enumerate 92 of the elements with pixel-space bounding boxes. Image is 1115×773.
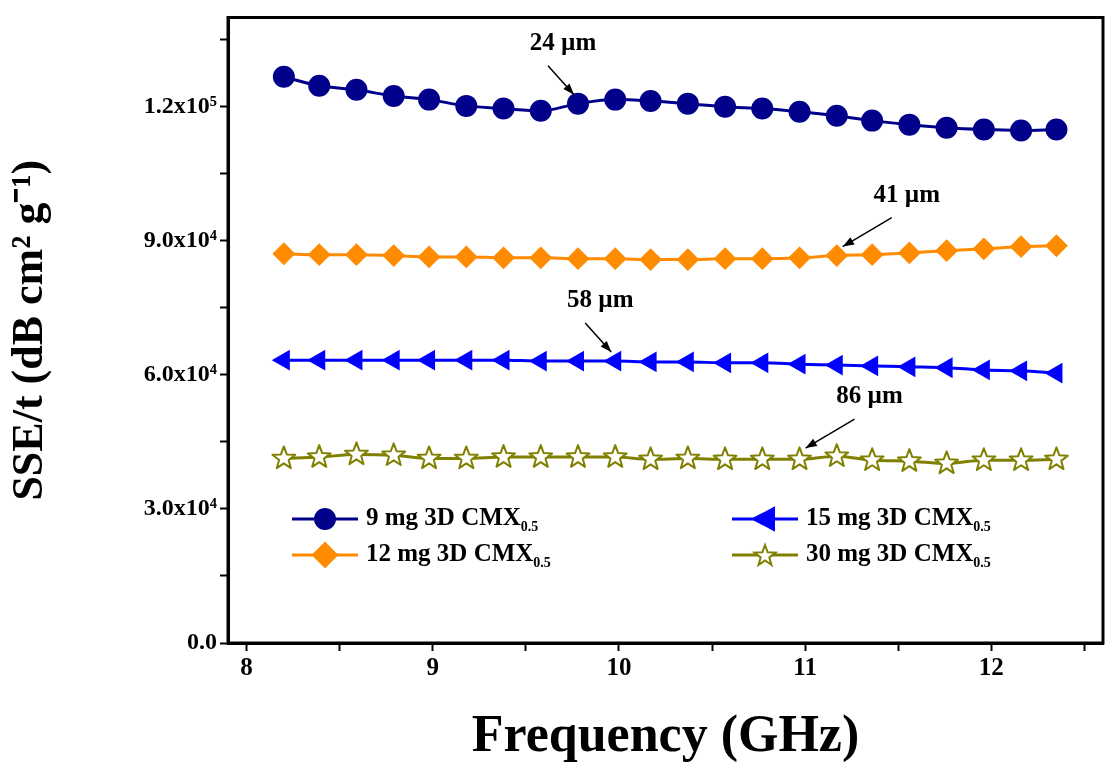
point: [1044, 446, 1069, 471]
x-tick-label: 12: [978, 653, 1004, 681]
point: [1045, 118, 1068, 141]
x-tick-label: 11: [793, 653, 817, 681]
point: [455, 94, 478, 117]
point: [639, 248, 662, 271]
point: [788, 246, 811, 269]
point: [565, 444, 591, 468]
point: [529, 246, 552, 269]
x-axis-title: Frequency (GHz): [471, 705, 860, 764]
legend-label: 9 mg 3D CMX$_{0.5}$: [366, 503, 539, 535]
point: [418, 88, 441, 111]
point: [971, 447, 997, 471]
point: [788, 100, 811, 123]
point: [751, 247, 774, 270]
point: [382, 244, 405, 267]
point: [638, 446, 664, 471]
x-tick-label: 10: [606, 653, 632, 681]
point: [639, 89, 662, 112]
point: [825, 355, 843, 375]
point: [751, 353, 769, 373]
point: [1010, 119, 1033, 142]
point: [344, 441, 369, 466]
point: [934, 450, 960, 475]
point: [1045, 234, 1068, 257]
annotation: 86 µm: [836, 381, 903, 409]
legend-label: 30 mg 3D CMX$_{0.5}$: [806, 539, 991, 571]
point: [676, 248, 699, 271]
point: [382, 85, 405, 108]
point: [528, 444, 554, 468]
point: [492, 97, 515, 120]
point: [308, 243, 331, 266]
point: [272, 242, 295, 265]
point: [604, 88, 627, 111]
legend-label: 12 mg 3D CMX$_{0.5}$: [366, 539, 551, 571]
y-tick-label: 3.0x10⁴: [143, 494, 217, 521]
point: [604, 351, 622, 371]
point: [749, 446, 775, 471]
point: [567, 92, 589, 115]
point: [1008, 447, 1034, 471]
point: [861, 243, 884, 266]
y-axis-title: SSE/t (dB cm² g⁻¹): [2, 159, 52, 501]
point: [676, 92, 699, 115]
point: [714, 95, 737, 118]
point: [416, 445, 442, 470]
point: [972, 118, 995, 141]
point: [604, 247, 627, 270]
x-tick-label: 9: [426, 653, 440, 681]
point: [529, 99, 552, 122]
point: [1010, 361, 1028, 381]
point: [714, 247, 737, 270]
point: [898, 113, 921, 136]
point: [824, 443, 850, 467]
point: [825, 244, 848, 267]
y-tick-label: 6.0x10⁴: [143, 360, 217, 387]
annotation: 41 µm: [873, 179, 941, 207]
point: [787, 446, 812, 471]
point: [825, 104, 848, 127]
point: [675, 445, 701, 470]
y-tick-label: 9.0x10⁴: [143, 226, 217, 253]
point: [896, 448, 922, 472]
point: [455, 245, 478, 268]
point: [898, 241, 921, 264]
annotation: 58 µm: [566, 284, 634, 312]
x-tick-label: 8: [240, 653, 253, 681]
point: [1010, 235, 1033, 258]
point: [567, 247, 589, 270]
point: [345, 78, 368, 101]
legend-label: 15 mg 3D CMX$_{0.5}$: [806, 503, 991, 535]
point: [272, 65, 295, 88]
point: [453, 445, 479, 470]
point: [345, 243, 368, 266]
point: [788, 354, 806, 374]
point: [492, 246, 515, 269]
point: [306, 444, 332, 468]
point: [491, 444, 516, 468]
point: [271, 445, 297, 470]
point: [381, 442, 407, 467]
point: [272, 350, 290, 370]
point: [418, 245, 441, 268]
point: [602, 444, 628, 468]
y-tick-label: 0.0: [187, 628, 217, 655]
y-tick-label: 1.2x10⁵: [143, 91, 217, 118]
point: [751, 97, 774, 120]
point: [935, 239, 958, 262]
point: [712, 446, 738, 471]
point: [861, 109, 884, 132]
point: [308, 74, 331, 97]
annotation: 24 µm: [529, 27, 597, 55]
point: [859, 447, 885, 471]
point: [972, 237, 995, 260]
point: [935, 116, 958, 139]
